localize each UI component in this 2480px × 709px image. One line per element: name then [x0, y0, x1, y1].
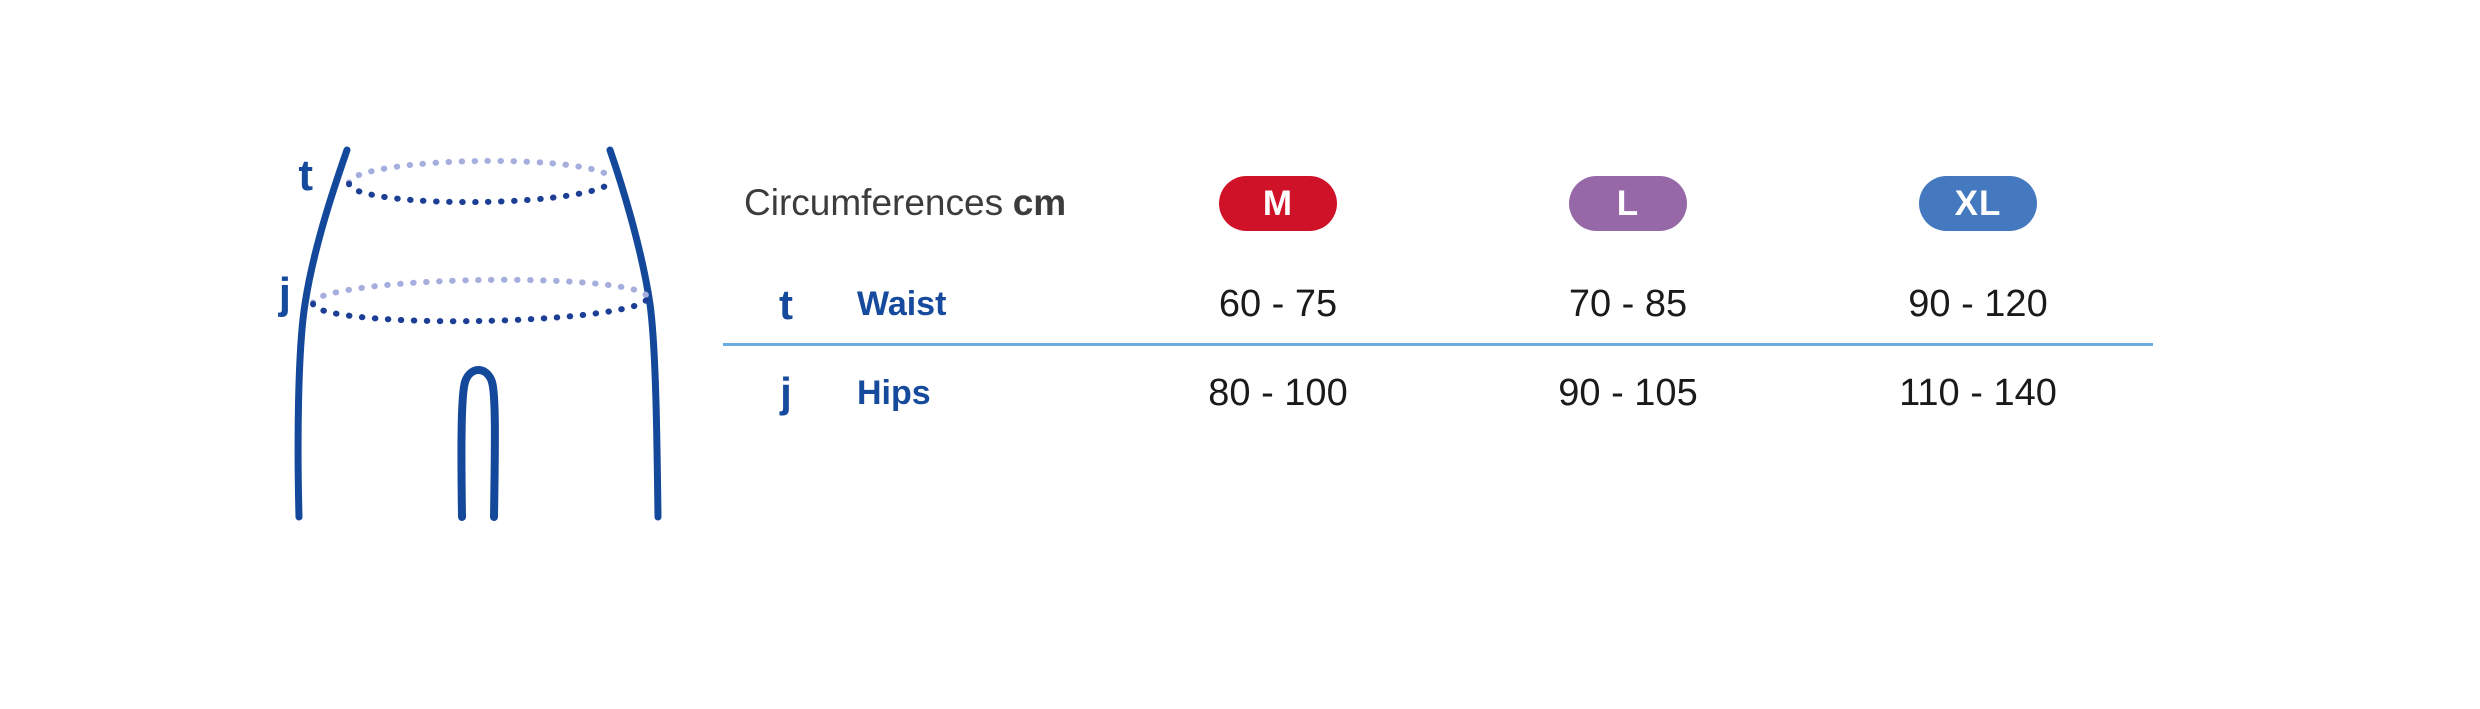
hips-measure-back [310, 276, 650, 306]
waist-value-l: 70 - 85 [1568, 283, 1688, 325]
size-badge-l: L [1569, 175, 1687, 231]
size-table: Circumferences cm M L XL t Waist 60 - 75 … [723, 140, 2153, 440]
hips-value-l: 90 - 105 [1558, 371, 1698, 414]
hips-marker-label: j [278, 269, 291, 318]
hips-row-marker: j [780, 369, 792, 416]
waist-row-label-cell: t Waist [723, 281, 1103, 329]
waist-measure-front [346, 177, 615, 206]
hips-row-label-cell: j Hips [723, 369, 1103, 417]
hips-value-xl: 110 - 140 [1899, 371, 2057, 414]
table-title-unit: cm [1012, 182, 1067, 223]
size-column-m: M [1103, 175, 1453, 231]
hips-measure-line [310, 276, 650, 325]
body-outline-right [606, 146, 662, 521]
table-header-row: Circumferences cm M L XL [723, 140, 2153, 266]
table-row-hips: j Hips 80 - 100 90 - 105 110 - 140 [723, 343, 2153, 440]
waist-measure-back [346, 157, 614, 186]
waist-value-m: 60 - 75 [1218, 283, 1338, 325]
waist-row-name: Waist [857, 285, 947, 323]
waist-value-xl: 90 - 120 [1908, 283, 2048, 325]
table-title: Circumferences cm [723, 182, 1103, 224]
hips-value-m: 80 - 100 [1208, 371, 1348, 414]
waist-marker-label: t [298, 151, 313, 200]
size-badge-xl: XL [1919, 175, 2037, 231]
waist-measure-line [346, 157, 615, 206]
size-column-l: L [1453, 175, 1803, 231]
table-title-text: Circumferences [744, 182, 1004, 223]
size-column-xl: XL [1803, 175, 2153, 231]
size-badge-m: M [1219, 175, 1337, 231]
hips-row-name: Hips [857, 373, 931, 412]
hips-measure-front [310, 295, 650, 325]
lower-body-figure: t j [278, 146, 662, 521]
table-row-waist: t Waist 60 - 75 70 - 85 90 - 120 [723, 266, 2153, 343]
inner-legs-outline [457, 366, 499, 521]
body-outline-left [294, 146, 351, 521]
body-diagram: t j [270, 130, 690, 540]
waist-row-marker: t [779, 280, 793, 328]
